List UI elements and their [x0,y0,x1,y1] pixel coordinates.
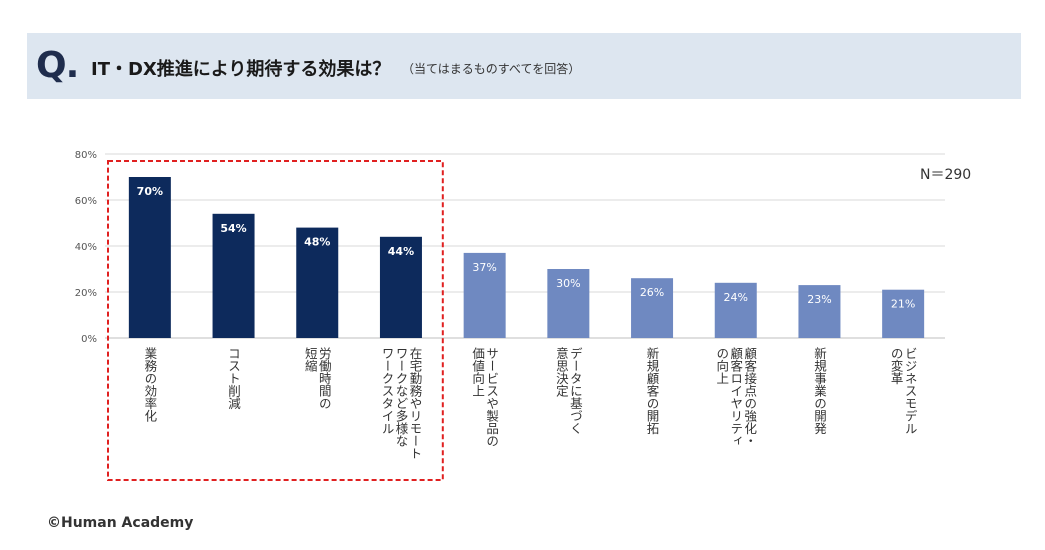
data-label: 26% [640,286,664,299]
category-label-line: データに基づく [568,347,583,435]
y-tick-label: 0% [81,334,97,345]
category-label: コスト削減 [226,347,241,410]
question-mark-label: Q. [36,45,79,86]
category-label-line: 労働時間の [317,347,332,410]
y-tick-label: 80% [75,150,97,161]
category-label-line: の向上 [714,347,729,385]
category-label-line: 顧客ロイヤリティ [728,346,743,447]
category-label-line: 在宅勤務やリモート [407,347,422,460]
category-label-line: サービスや製品の [484,347,499,447]
sample-size-label: N＝290 [920,167,972,183]
question-note: （当てはまるものすべてを回答） [402,62,581,76]
bar [212,213,255,338]
bar [296,227,339,338]
bar [882,289,925,338]
category-label-line: 新規顧客の開拓 [645,346,660,435]
category-label-line: 価値向上 [470,347,485,397]
bar [128,177,171,338]
category-label: 新規顧客の開拓 [645,346,660,435]
category-label-line: ワークスタイル [379,347,394,435]
data-label: 37% [472,261,496,274]
data-label: 24% [724,291,748,304]
question-title: IT・DX推進により期待する効果は？ [91,59,391,80]
category-label-line: ワークなど多様な [393,347,408,447]
category-label: 業務の効率化 [142,346,157,423]
category-label-line: の変革 [889,347,904,385]
y-tick-label: 40% [75,242,97,253]
y-tick-label: 60% [75,196,97,207]
bar [547,269,590,338]
category-label-line: コスト削減 [226,347,241,410]
data-label: 30% [556,277,580,290]
bar [379,236,422,338]
bar [463,252,506,338]
data-label: 21% [891,298,915,311]
highlight-box [107,160,444,481]
bar [631,278,674,338]
data-label: 23% [807,293,831,306]
category-label-line: 業務の効率化 [142,346,157,423]
category-label-line: ビジネスモデル [903,347,918,435]
category-label-line: 意思決定 [554,346,569,398]
bar [798,285,841,338]
category-label-line: 新規事業の開発 [812,346,827,435]
data-label: 70% [137,185,163,198]
category-label: 新規事業の開発 [812,346,827,435]
category-label-line: 顧客接点の強化・ [742,346,757,447]
bar [714,282,757,338]
y-tick-label: 20% [75,288,97,299]
data-label: 44% [388,245,414,258]
data-label: 48% [304,236,330,249]
data-label: 54% [220,222,246,235]
category-label-line: 短縮 [303,347,318,372]
copyright-footer: ©Human Academy [47,515,194,531]
question-header: Q. IT・DX推進により期待する効果は？ （当てはまるものすべてを回答） [27,33,1021,99]
